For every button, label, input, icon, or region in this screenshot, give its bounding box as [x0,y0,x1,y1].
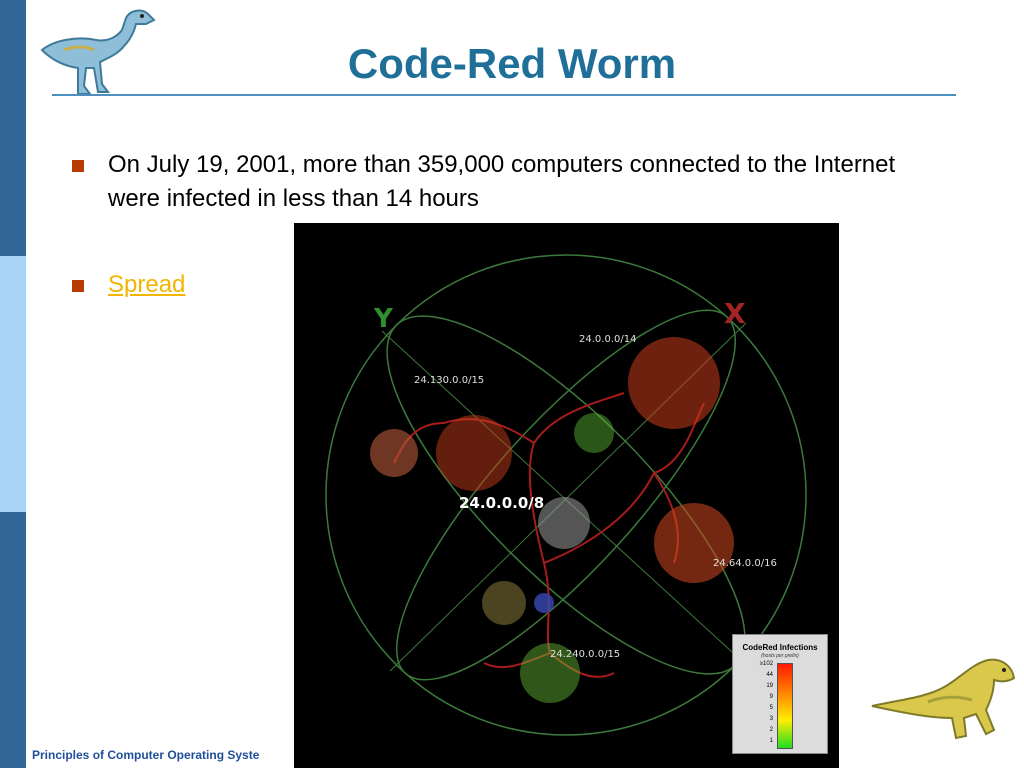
legend-tick: 5 [769,705,773,711]
legend-tick: ≥102 [759,661,773,667]
legend-tick: 44 [766,672,773,678]
sidebar-segment-bottom [0,512,26,768]
legend-tick: 1 [769,738,773,744]
sphere-ring [395,309,737,681]
axis-line [381,330,745,664]
bullet-item: Spread [72,268,185,302]
legend-title: CodeRed Infections [742,643,818,652]
center-prefix-label: 24.0.0.0/8 [459,494,544,512]
slide-title: Code-Red Worm [347,40,677,87]
prefix-label: 24.240.0.0/15 [550,649,620,660]
prefix-label: 24.130.0.0/15 [414,375,484,386]
prefix-label: 24.0.0.0/14 [579,334,636,345]
bullet-item: On July 19, 2001, more than 359,000 comp… [72,148,912,216]
network-graph: Y X 24.0.0.0/14 2 [325,254,807,736]
bullet-square-icon [72,280,84,292]
x-axis-label: X [724,297,746,330]
dinosaur-logo-bottom [871,658,1016,740]
sidebar-segment-middle [0,256,26,512]
legend-tick: 9 [769,694,773,700]
infection-legend: CodeRed Infections (hosts per prefix) ≥1… [732,634,828,754]
legend-tick: 2 [769,727,773,733]
bullet-text: On July 19, 2001, more than 359,000 comp… [108,151,896,212]
legend-subtitle: (hosts per prefix) [761,653,799,659]
legend-tick: 3 [769,716,773,722]
infection-clusters [370,337,734,703]
sidebar-segment-top [0,0,26,256]
sidebar [0,0,26,768]
sphere-outline [325,254,807,736]
dinosaur-logo-top [40,9,156,95]
codered-infection-visualization: Y X 24.0.0.0/14 2 [294,223,839,768]
legend-color-scale [777,663,793,749]
title-divider [52,94,956,96]
y-axis-label: Y [373,304,394,334]
footer-text: Principles of Computer Operating Syste [32,748,260,762]
prefix-label: 24.64.0.0/16 [713,558,777,569]
bullet-square-icon [72,160,84,172]
spread-link[interactable]: Spread [108,271,186,298]
legend-tick: 19 [766,683,773,689]
